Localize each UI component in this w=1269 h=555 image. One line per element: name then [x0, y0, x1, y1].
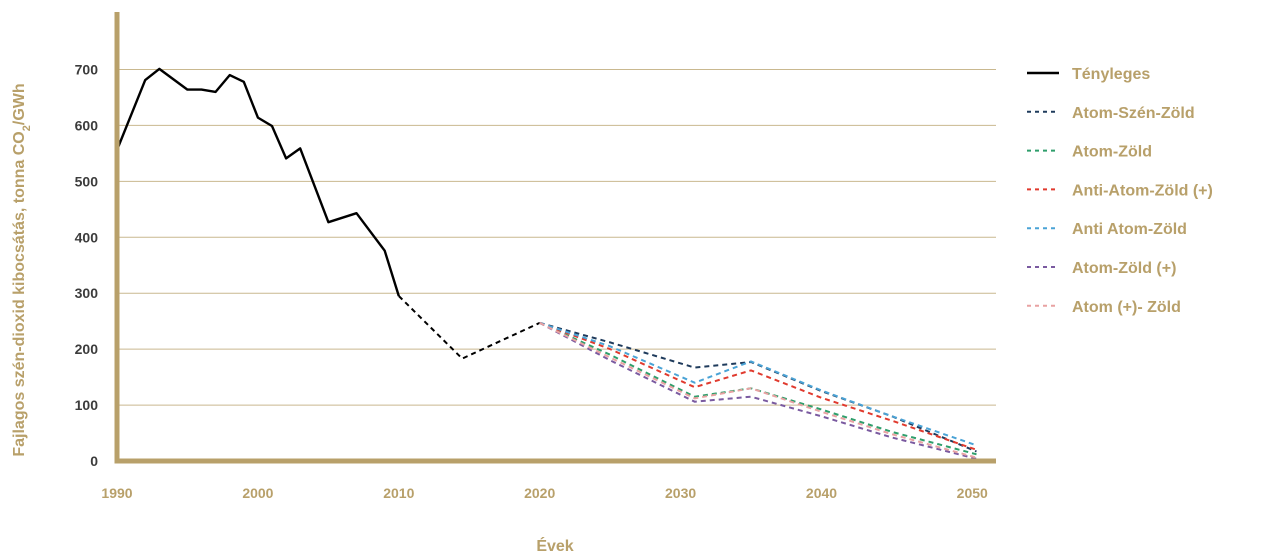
legend-label: Atom (+)- Zöld	[1072, 299, 1181, 316]
y-tick-label: 700	[75, 61, 99, 77]
legend-label: Atom-Szén-Zöld	[1072, 105, 1195, 122]
y-tick-label: 200	[75, 341, 99, 357]
y-tick-label: 0	[90, 453, 98, 469]
y-axis-title: Fajlagos szén-dioxid kibocsátás, tonna C…	[11, 83, 33, 456]
series-line	[539, 321, 977, 447]
y-tick-labels: 0 100 200 300 400 500 600 700	[75, 61, 99, 469]
series-line	[398, 295, 541, 360]
x-tick-label: 2020	[524, 485, 555, 501]
y-tick-label: 600	[75, 117, 99, 133]
legend: Tényleges Atom-Szén-Zöld Atom-Zöld Anti-Ato…	[1027, 66, 1213, 316]
x-tick-labels: 1990 2000 2010 2020 2030 2040 2050	[101, 485, 988, 501]
y-tick-label: 400	[75, 229, 99, 245]
y-tick-label: 300	[75, 285, 99, 301]
legend-label: Atom-Zöld	[1072, 144, 1152, 161]
y-tick-label: 500	[75, 173, 99, 189]
series-line	[539, 321, 977, 451]
x-tick-label: 1990	[101, 485, 132, 501]
series-line	[115, 67, 400, 297]
x-tick-label: 2040	[806, 485, 837, 501]
x-axis-title: Évek	[536, 536, 573, 555]
legend-label: Anti Atom-Zöld	[1072, 221, 1187, 238]
x-tick-label: 2010	[383, 485, 414, 501]
legend-label: Anti-Atom-Zöld (+)	[1072, 182, 1213, 199]
series-group	[115, 67, 977, 460]
legend-label: Tényleges	[1072, 66, 1150, 83]
x-tick-label: 2050	[957, 485, 988, 501]
x-tick-label: 2000	[242, 485, 273, 501]
series-line	[539, 321, 977, 456]
grid-lines	[117, 68, 996, 406]
x-tick-label: 2030	[665, 485, 696, 501]
axes	[114, 12, 996, 464]
series-line	[539, 321, 977, 453]
legend-label: Atom-Zöld (+)	[1072, 260, 1176, 277]
y-tick-label: 100	[75, 397, 99, 413]
series-line	[539, 322, 977, 459]
